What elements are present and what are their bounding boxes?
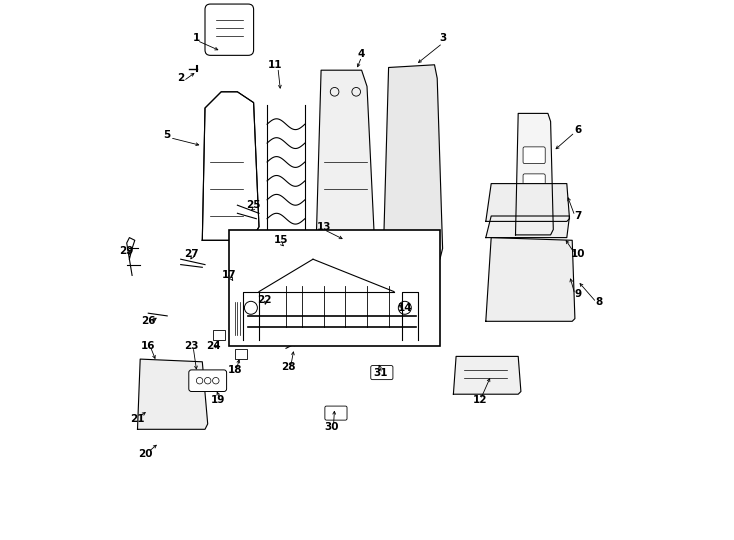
- Text: 6: 6: [574, 125, 581, 134]
- Text: 20: 20: [138, 449, 153, 458]
- Text: 31: 31: [374, 368, 388, 377]
- Text: 28: 28: [281, 362, 296, 372]
- Text: 18: 18: [228, 365, 242, 375]
- Text: 11: 11: [268, 60, 283, 70]
- Polygon shape: [486, 184, 570, 221]
- Text: 15: 15: [273, 235, 288, 245]
- Polygon shape: [454, 356, 521, 394]
- Text: 5: 5: [164, 130, 171, 140]
- FancyBboxPatch shape: [205, 4, 254, 56]
- Text: 26: 26: [141, 316, 156, 326]
- Polygon shape: [515, 113, 553, 235]
- Text: 2: 2: [177, 73, 184, 83]
- Text: 25: 25: [247, 200, 261, 210]
- Text: 10: 10: [570, 249, 585, 259]
- FancyBboxPatch shape: [325, 406, 347, 420]
- Text: 30: 30: [324, 422, 339, 431]
- Text: 12: 12: [473, 395, 487, 404]
- Bar: [229, 230, 440, 346]
- FancyBboxPatch shape: [371, 366, 393, 380]
- Polygon shape: [486, 238, 575, 321]
- Text: 4: 4: [358, 49, 366, 59]
- Text: 1: 1: [193, 33, 200, 43]
- Text: 8: 8: [595, 298, 603, 307]
- Text: 23: 23: [184, 341, 199, 350]
- Polygon shape: [203, 92, 259, 240]
- FancyBboxPatch shape: [523, 174, 545, 191]
- Polygon shape: [486, 216, 570, 238]
- Polygon shape: [137, 359, 208, 429]
- Text: 3: 3: [439, 33, 446, 43]
- Text: 22: 22: [257, 295, 272, 305]
- FancyBboxPatch shape: [189, 370, 227, 392]
- Polygon shape: [316, 70, 375, 259]
- Bar: [235, 349, 247, 359]
- Text: 29: 29: [120, 246, 134, 256]
- Text: 24: 24: [206, 341, 220, 350]
- Text: 27: 27: [184, 249, 199, 259]
- Text: 7: 7: [574, 211, 581, 221]
- Text: 13: 13: [316, 222, 331, 232]
- Text: 9: 9: [574, 289, 581, 299]
- Text: 16: 16: [141, 341, 156, 350]
- Text: 21: 21: [130, 414, 145, 423]
- Text: 14: 14: [398, 303, 412, 313]
- Text: 17: 17: [222, 271, 236, 280]
- Text: 19: 19: [211, 395, 225, 404]
- Polygon shape: [383, 65, 443, 259]
- Bar: [213, 330, 225, 340]
- FancyBboxPatch shape: [523, 147, 545, 164]
